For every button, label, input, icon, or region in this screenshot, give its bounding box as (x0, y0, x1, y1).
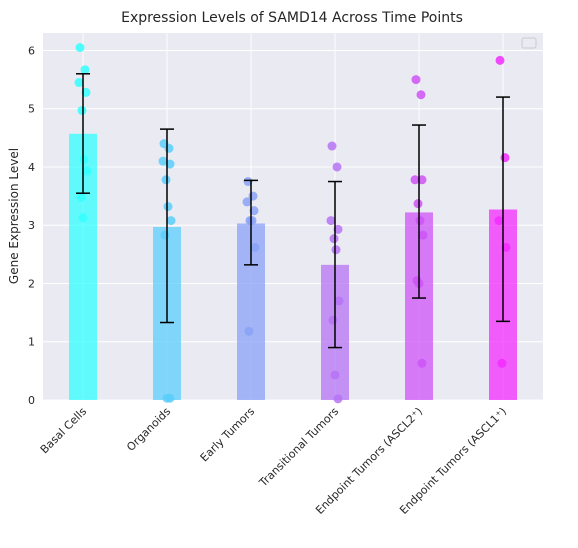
x-tick-label: Organoids (124, 405, 173, 454)
data-point (165, 393, 175, 403)
x-tick-labels: Basal Cells Organoids Early Tumors Transiti… (38, 405, 509, 517)
data-point (418, 230, 428, 240)
data-point (331, 245, 341, 255)
data-point (328, 315, 338, 325)
data-point (82, 166, 92, 176)
chart-title: Expression Levels of SAMD14 Across Time … (121, 10, 463, 26)
y-tick-label: 5 (28, 103, 35, 116)
data-point (497, 358, 507, 368)
data-point (78, 213, 88, 223)
data-point (495, 55, 505, 65)
x-tick-label: Early Tumors (198, 405, 258, 465)
data-point (163, 202, 173, 212)
data-point (160, 230, 170, 240)
y-tick-label: 4 (28, 161, 35, 174)
y-tick-label: 3 (28, 219, 35, 232)
y-tick-label: 2 (28, 277, 35, 290)
data-point (333, 394, 343, 404)
y-tick-label: 0 (28, 394, 35, 407)
x-tick-label: Basal Cells (38, 405, 90, 457)
data-point (164, 143, 174, 153)
data-point (166, 216, 176, 226)
y-tick-labels: 0 1 2 3 4 5 6 (28, 44, 35, 407)
data-point (326, 216, 336, 226)
data-point (330, 370, 340, 380)
data-point (413, 199, 423, 209)
data-point (161, 175, 171, 185)
x-tick-label: Transitional Tumors (256, 405, 341, 490)
data-point (79, 154, 89, 164)
data-point (75, 43, 85, 53)
data-point (334, 296, 344, 306)
data-point (250, 242, 260, 252)
data-point (77, 105, 87, 115)
error-bars (76, 73, 510, 349)
data-point (74, 78, 84, 88)
data-point (327, 141, 337, 151)
data-point (411, 75, 421, 85)
data-point (158, 156, 168, 166)
data-point (80, 65, 90, 75)
data-point (332, 162, 342, 172)
data-point (329, 234, 339, 244)
data-point (494, 216, 504, 226)
data-point (417, 358, 427, 368)
data-point (500, 153, 510, 163)
legend-box (521, 37, 537, 49)
data-point (247, 216, 257, 226)
data-point (244, 326, 254, 336)
y-tick-label: 6 (28, 44, 35, 57)
data-point (242, 197, 252, 207)
data-point (416, 90, 426, 100)
plot-area (43, 33, 543, 400)
y-tick-label: 1 (28, 336, 35, 349)
data-point (410, 175, 420, 185)
y-axis-label: Gene Expression Level (7, 148, 21, 284)
data-point (415, 216, 425, 226)
data-point (76, 192, 86, 202)
